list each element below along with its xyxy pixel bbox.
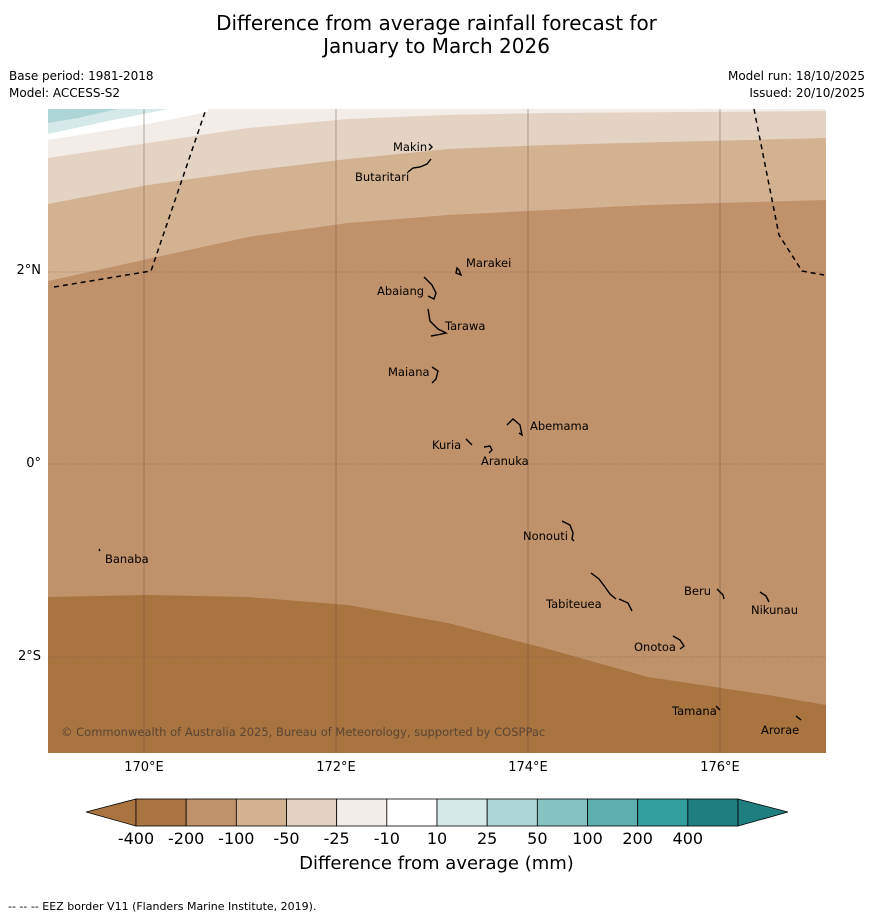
colorbar-extend-low [86,798,137,827]
island-banaba-shape [98,548,101,552]
island-abaiang-shape [423,276,437,300]
island-nikunau-shape [759,591,770,603]
band-25-to-10 [48,109,826,158]
island-label: Onotoa [634,640,676,654]
colorbar-segment [135,798,187,827]
colorbar-tick-label: -200 [168,829,205,848]
lon-label-172e: 172°E [316,760,356,775]
colorbar-segment [336,798,388,827]
island-beru-shape [716,588,725,600]
island-kuria-shape [465,438,473,446]
island-label: Abemama [530,419,589,433]
island-label: Banaba [105,552,149,566]
colorbar-segment [687,798,739,827]
colorbar-tick-label: -50 [273,829,300,848]
colorbar-segment [286,798,338,827]
colorbar-tick-label: -10 [373,829,400,848]
eez-footnote: -- -- -- EEZ border V11 (Flanders Marine… [8,900,317,913]
island-aranuka-shape [483,445,493,454]
island-butaritari-shape [407,158,432,173]
island-outlines [98,143,802,721]
colorbar-tick-label: 10 [426,829,448,848]
colorbar-segment [185,798,237,827]
island-marakei-shape [455,266,463,277]
band-25-to-50 [48,109,118,123]
colorbar-extend-high [737,798,788,827]
colorbar-tick-label: 100 [572,829,603,848]
lat-label-2n: 2°N [16,263,42,278]
island-maiana-shape [431,366,439,384]
island-label: Beru [684,584,711,598]
colorbar-tick-label: 25 [476,829,498,848]
island-onotoa-shape [672,635,685,650]
colorbar-tick-label: -100 [218,829,255,848]
colorbar-tick-label: 200 [622,829,653,848]
band-50-to-25 [48,109,826,204]
island-label: Tarawa [444,319,485,333]
colorbar-segment [637,798,689,827]
colorbar-tick-label: -25 [323,829,350,848]
lon-label-170e: 170°E [124,760,164,775]
colorbar-segments [135,798,739,827]
colorbar-segment [486,798,538,827]
island-label: Butaritari [355,170,409,184]
colorbar-segment [386,798,438,827]
colorbar-segment [536,798,588,827]
island-label: Nikunau [751,603,798,617]
title-line-2: January to March 2026 [323,34,550,58]
island-labels: Makin Butaritari Marakei Abaiang Tarawa … [105,140,799,737]
island-label: Marakei [466,256,511,270]
island-tamana-shape [715,705,721,711]
base-period: Base period: 1981-2018 [9,69,154,83]
title-line-1: Difference from average rainfall forecas… [216,11,657,35]
map-title: Difference from average rainfall forecas… [0,12,873,58]
colorbar-segment [587,798,639,827]
island-label: Makin [393,140,427,154]
island-tarawa-shape [427,308,449,337]
colorbar [86,798,788,827]
island-tabiteuea-shape [590,572,633,612]
island-label: Arorae [761,723,799,737]
lat-label-2s: 2°S [17,649,41,664]
island-label: Aranuka [481,454,529,468]
copyright-notice: © Commonwealth of Australia 2025, Bureau… [61,725,545,739]
rainfall-map: Makin Butaritari Marakei Abaiang Tarawa … [48,109,826,753]
island-nonouti-shape [561,520,575,542]
island-abemama-shape [506,418,524,437]
lon-label-174e: 174°E [508,760,548,775]
colorbar-segment [436,798,488,827]
meta-left: Base period: 1981-2018 Model: ACCESS-S2 [9,68,154,102]
island-label: Tamana [671,704,717,718]
island-arorae-shape [795,715,802,721]
colorbar-segment [235,798,287,827]
colorbar-tick-label: 50 [527,829,548,848]
island-label: Tabiteuea [545,597,602,611]
model-run: Model run: 18/10/2025 [727,69,865,83]
eez-border-east [753,109,825,276]
island-label: Abaiang [377,284,424,298]
issued-date: Issued: 20/10/2025 [749,86,865,100]
island-label: Maiana [388,365,430,379]
graticule [48,109,826,753]
meta-right: Model run: 18/10/2025 Issued: 20/10/2025 [728,68,865,102]
model-name: Model: ACCESS-S2 [9,86,121,100]
island-makin-shape [428,143,433,151]
colorbar-caption: Difference from average (mm) [299,853,574,874]
band-200-to-100 [48,109,826,705]
island-label: Kuria [432,438,461,452]
colorbar-tick-label: -400 [117,829,155,848]
lon-label-176e: 176°E [700,760,740,775]
island-label: Nonouti [523,529,568,543]
colorbar-tick-label: 400 [672,829,704,848]
lat-label-equator: 0° [26,456,41,471]
